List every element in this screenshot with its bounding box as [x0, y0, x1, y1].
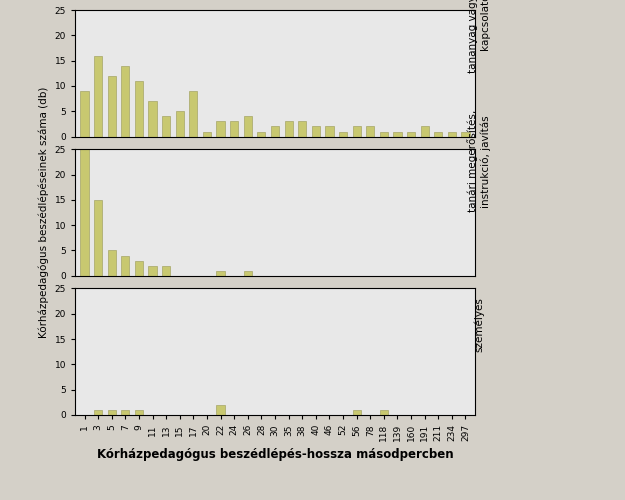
Bar — [393, 132, 401, 136]
X-axis label: Kórházpedagógus beszédlépés-hossza másodpercben: Kórházpedagógus beszédlépés-hossza másod… — [97, 448, 453, 461]
Bar — [434, 132, 442, 136]
Bar — [284, 122, 292, 136]
Bar — [107, 76, 116, 136]
Bar — [216, 270, 224, 276]
Bar — [448, 132, 456, 136]
Bar — [216, 122, 224, 136]
Bar — [380, 132, 388, 136]
Bar — [94, 200, 102, 276]
Bar — [352, 126, 361, 136]
Bar — [121, 66, 129, 136]
Bar — [339, 132, 347, 136]
Bar — [107, 250, 116, 276]
Bar — [421, 126, 429, 136]
Bar — [258, 132, 266, 136]
Bar — [135, 81, 143, 136]
Bar — [149, 266, 157, 276]
Bar — [121, 256, 129, 276]
Bar — [312, 126, 320, 136]
Bar — [162, 266, 170, 276]
Bar — [94, 56, 102, 136]
Bar — [149, 101, 157, 136]
Bar — [216, 405, 224, 415]
Bar — [230, 122, 238, 136]
Bar — [244, 270, 252, 276]
Bar — [366, 126, 374, 136]
Bar — [189, 91, 198, 136]
Y-axis label: Kórházpedagógus beszédlépéseinek száma (db): Kórházpedagógus beszédlépéseinek száma (… — [38, 87, 49, 338]
Bar — [407, 132, 415, 136]
Bar — [326, 126, 334, 136]
Bar — [121, 410, 129, 415]
Bar — [203, 132, 211, 136]
Bar — [94, 410, 102, 415]
Bar — [298, 122, 306, 136]
Bar — [162, 116, 170, 136]
Bar — [352, 410, 361, 415]
Bar — [81, 91, 89, 136]
Text: személyes: személyes — [474, 297, 484, 352]
Bar — [380, 410, 388, 415]
Bar — [107, 410, 116, 415]
Bar — [244, 116, 252, 136]
Text: tanári megerősítés,
instrukció, javítás: tanári megerősítés, instrukció, javítás — [468, 110, 491, 212]
Bar — [271, 126, 279, 136]
Bar — [176, 112, 184, 136]
Bar — [135, 410, 143, 415]
Bar — [135, 260, 143, 276]
Text: tananyag vagy azzal
kapcsolatos: tananyag vagy azzal kapcsolatos — [468, 0, 490, 74]
Bar — [81, 149, 89, 276]
Bar — [461, 132, 469, 136]
